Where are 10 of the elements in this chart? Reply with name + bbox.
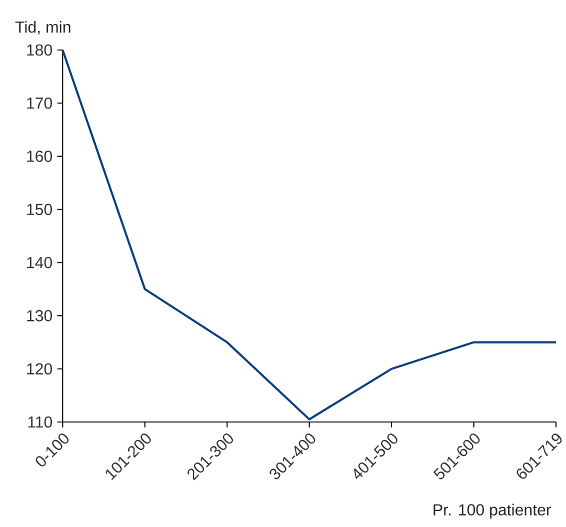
- y-tick-label: 140: [27, 256, 52, 268]
- y-axis-title: Tid, min: [15, 20, 70, 35]
- y-tick-label: 160: [27, 150, 52, 162]
- x-axis-title: Pr. 100 patienter: [434, 504, 552, 519]
- y-tick-label: 120: [27, 363, 52, 375]
- y-tick-label: 110: [28, 416, 52, 428]
- y-tick-label: 170: [27, 97, 52, 109]
- y-tick-label: 180: [27, 44, 52, 56]
- y-tick-label: 150: [27, 204, 52, 216]
- y-tick-label: 130: [27, 310, 52, 322]
